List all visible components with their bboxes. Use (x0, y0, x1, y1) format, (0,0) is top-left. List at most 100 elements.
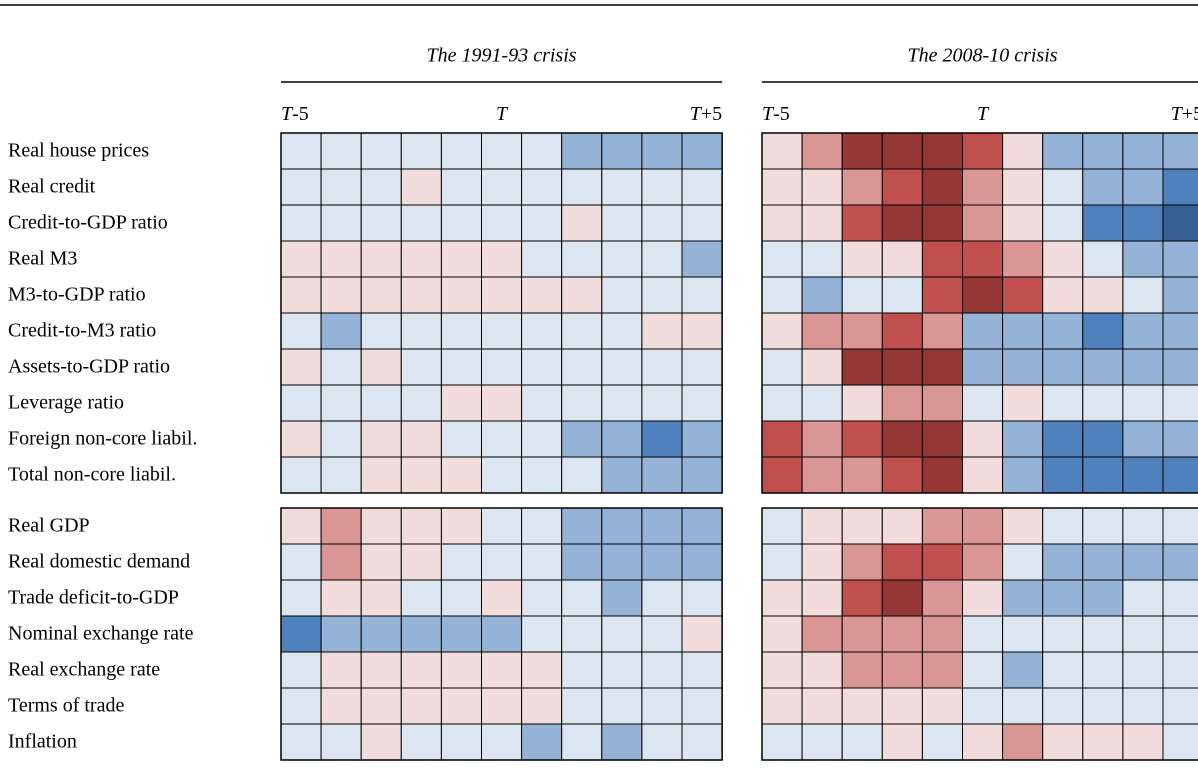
heat-cell (1122, 420, 1164, 458)
heat-cell (841, 420, 883, 458)
heat-cell (601, 348, 643, 386)
heat-cell (641, 132, 683, 170)
heat-cell (400, 651, 442, 689)
heat-cell (761, 723, 803, 761)
heat-cell (280, 615, 322, 653)
heat-cell (921, 615, 964, 653)
heat-cell (1082, 240, 1124, 278)
heat-cell (320, 348, 362, 386)
heat-cell (360, 276, 402, 314)
heat-cell (681, 348, 723, 386)
heat-cell (521, 168, 563, 206)
heat-cell (1162, 240, 1198, 278)
heat-cell (1042, 723, 1084, 761)
heat-cell (761, 579, 803, 617)
heat-cell (481, 507, 523, 545)
heat-cell (761, 348, 803, 386)
heat-cell (881, 312, 923, 350)
heat-cell (841, 132, 883, 170)
heat-cell (641, 579, 683, 617)
heat-cell (801, 651, 843, 689)
heat-cell (481, 348, 523, 386)
heat-cell (1122, 132, 1164, 170)
heat-cell (601, 240, 643, 278)
heat-cell (681, 132, 723, 170)
heat-cell (1042, 687, 1084, 725)
heat-cell (280, 312, 322, 350)
heat-cell (1002, 168, 1044, 206)
heat-cell (1082, 615, 1124, 653)
heat-cell (440, 276, 482, 314)
heat-cell (1002, 543, 1044, 581)
heat-cell (1002, 507, 1044, 545)
heat-cell (561, 579, 603, 617)
heat-cell (801, 312, 843, 350)
heat-cell (521, 348, 563, 386)
heat-cell (962, 204, 1004, 242)
heat-cell (761, 543, 803, 581)
heat-cell (280, 687, 322, 725)
heat-cell (921, 276, 964, 314)
heat-cell (921, 384, 964, 422)
heat-cell (881, 420, 923, 458)
heat-cell (801, 615, 843, 653)
heat-cell (561, 312, 603, 350)
heat-cell (801, 132, 843, 170)
heat-cell (681, 168, 723, 206)
heat-cell (921, 420, 964, 458)
panel-border (280, 132, 723, 494)
heat-cell (561, 276, 603, 314)
heat-cell (400, 543, 442, 581)
heat-cell (841, 615, 883, 653)
heat-cell (521, 132, 563, 170)
heat-cell (1122, 168, 1164, 206)
heat-cell (521, 579, 563, 617)
heat-cell (481, 276, 523, 314)
heat-cell (521, 384, 563, 422)
heat-cell (841, 507, 883, 545)
heat-cell (1082, 276, 1124, 314)
heat-cell (1122, 687, 1164, 725)
heat-cell (921, 348, 964, 386)
column-label: T-5 (762, 103, 790, 125)
heat-cell (681, 543, 723, 581)
heat-cell (921, 456, 964, 494)
heat-cell (962, 276, 1004, 314)
heat-cell (481, 687, 523, 725)
heat-cell (440, 348, 482, 386)
heat-cell (400, 420, 442, 458)
heat-cell (1122, 240, 1164, 278)
heat-cell (561, 651, 603, 689)
heat-cell (1042, 507, 1084, 545)
heat-cell (561, 615, 603, 653)
heat-cell (921, 723, 964, 761)
heat-cell (921, 168, 964, 206)
heat-cell (681, 420, 723, 458)
heat-cell (1162, 456, 1198, 494)
heat-cell (1042, 420, 1084, 458)
heat-cell (561, 543, 603, 581)
heat-cell (681, 384, 723, 422)
heat-cell (601, 543, 643, 581)
heat-cell (561, 507, 603, 545)
heat-cell (1082, 579, 1124, 617)
heat-cell (841, 687, 883, 725)
heat-cell (841, 168, 883, 206)
heat-cell (521, 204, 563, 242)
heat-cell (440, 615, 482, 653)
heat-cell (1082, 651, 1124, 689)
heat-cell (1122, 456, 1164, 494)
heat-cell (521, 723, 563, 761)
row-label: Real domestic demand (8, 551, 190, 573)
heat-cell (1002, 312, 1044, 350)
heat-cell (1162, 687, 1198, 725)
heat-cell (440, 204, 482, 242)
heat-cell (681, 204, 723, 242)
heat-cell (1002, 204, 1044, 242)
heat-cell (761, 651, 803, 689)
heat-cell (962, 384, 1004, 422)
heat-cell (481, 132, 523, 170)
heat-cell (280, 651, 322, 689)
heat-cell (1002, 615, 1044, 653)
heat-cell (400, 615, 442, 653)
